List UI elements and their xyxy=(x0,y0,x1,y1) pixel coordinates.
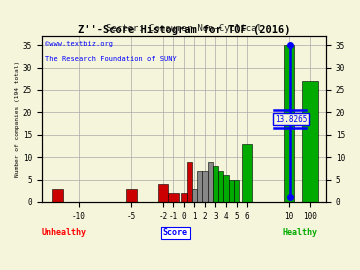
Bar xyxy=(234,180,239,202)
Bar xyxy=(192,188,197,202)
Bar xyxy=(126,188,136,202)
Bar xyxy=(302,81,318,202)
Text: Score: Score xyxy=(163,228,188,237)
Bar xyxy=(284,45,294,202)
Bar xyxy=(52,188,63,202)
Bar xyxy=(181,193,186,202)
Y-axis label: Number of companies (194 total): Number of companies (194 total) xyxy=(15,61,20,177)
Bar xyxy=(186,162,192,202)
Text: The Research Foundation of SUNY: The Research Foundation of SUNY xyxy=(45,56,176,62)
Bar xyxy=(197,171,202,202)
Bar xyxy=(229,180,234,202)
Text: ©www.textbiz.org: ©www.textbiz.org xyxy=(45,41,113,47)
Bar xyxy=(213,166,218,202)
Bar xyxy=(218,171,223,202)
Bar xyxy=(158,184,168,202)
Bar xyxy=(208,162,213,202)
Bar xyxy=(242,144,252,202)
Title: Z''-Score Histogram for TOF (2016): Z''-Score Histogram for TOF (2016) xyxy=(78,25,290,35)
Text: 13.8265: 13.8265 xyxy=(275,114,307,124)
Text: Healthy: Healthy xyxy=(283,228,318,237)
Bar xyxy=(168,193,179,202)
Text: Sector: Consumer Non-Cyclical: Sector: Consumer Non-Cyclical xyxy=(106,24,262,33)
Bar xyxy=(223,175,229,202)
Text: Unhealthy: Unhealthy xyxy=(42,228,87,237)
Bar xyxy=(202,171,208,202)
